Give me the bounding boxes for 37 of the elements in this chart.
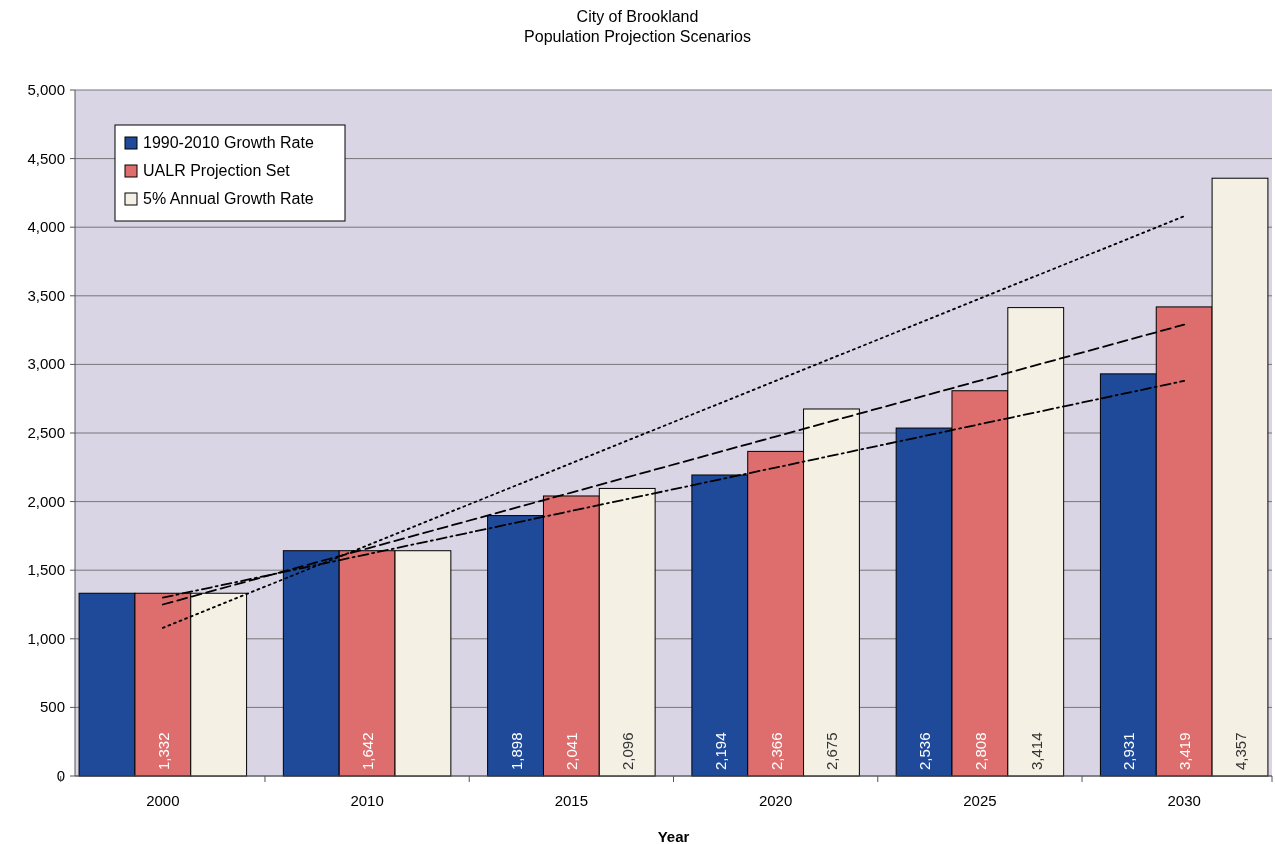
y-tick-label: 4,500	[27, 149, 65, 167]
x-tick-label: 2015	[554, 792, 589, 809]
chart-subtitle: Population Projection Scenarios	[524, 28, 751, 45]
data-label: 3,414	[1027, 732, 1045, 770]
x-tick-label: 2010	[350, 792, 384, 809]
data-label: 2,041	[563, 732, 581, 770]
y-tick-label: 4,000	[27, 218, 65, 236]
y-tick-label: 5,000	[27, 81, 65, 98]
x-tick-label: 2025	[963, 792, 997, 809]
data-label: 2,366	[767, 732, 785, 770]
legend-label: 5% Annual Growth Rate	[143, 190, 314, 207]
data-label: 3,419	[1176, 732, 1194, 770]
y-tick-label: 3,500	[27, 286, 65, 304]
y-tick-label: 2,500	[27, 424, 65, 441]
data-label: 1,332	[154, 732, 172, 770]
chart-title: City of Brookland	[576, 8, 699, 25]
y-tick-label: 1,500	[27, 561, 65, 579]
y-tick-label: 500	[39, 698, 65, 716]
data-label: 2,536	[916, 732, 934, 770]
x-tick-label: 2000	[146, 792, 180, 809]
x-axis-title: Year	[657, 828, 690, 844]
y-tick-label: 2,000	[27, 492, 65, 510]
data-label: 2,931	[1120, 732, 1138, 770]
data-label: 2,808	[971, 732, 989, 770]
y-tick-label: 1,000	[27, 629, 65, 647]
x-tick-label: 2020	[758, 792, 793, 809]
data-label: 2,096	[619, 732, 637, 770]
y-tick-label: 3,000	[27, 355, 65, 373]
data-label: 1,642	[359, 732, 377, 770]
data-label: 4,357	[1232, 732, 1249, 770]
data-label: 1,898	[507, 732, 525, 770]
data-label: 2,194	[711, 732, 729, 770]
x-tick-label: 2030	[1167, 792, 1201, 809]
legend-label: 1990-2010 Growth Rate	[143, 134, 314, 151]
y-tick-label: 0	[56, 767, 65, 784]
legend-label: UALR Projection Set	[143, 162, 291, 179]
data-label: 2,675	[823, 732, 841, 770]
